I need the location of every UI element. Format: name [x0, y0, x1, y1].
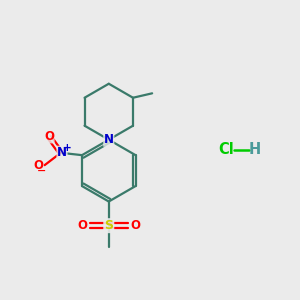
Text: +: + [63, 143, 72, 153]
Text: N: N [57, 146, 67, 159]
Text: O: O [44, 130, 54, 143]
Text: O: O [33, 159, 43, 172]
Text: −: − [37, 166, 46, 176]
Text: N: N [104, 133, 114, 146]
Text: O: O [130, 219, 141, 232]
Text: O: O [77, 219, 87, 232]
Text: H: H [248, 142, 261, 158]
Text: Cl: Cl [219, 142, 234, 158]
Text: S: S [104, 219, 113, 232]
